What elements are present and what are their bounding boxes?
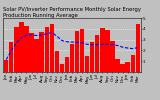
Bar (95, 35, 100, 72)
Bar (34, 38, 39, 72)
Bar (80, 29, 84, 72)
Bar (131, 55, 135, 72)
Bar (60, 64, 64, 72)
Bar (85, 56, 89, 72)
Bar (44, 27, 49, 72)
Bar (105, 30, 110, 72)
Bar (90, 42, 94, 72)
Bar (40, 32, 44, 72)
Bar (29, 33, 34, 72)
Bar (14, 27, 19, 72)
Bar (65, 57, 69, 72)
Bar (75, 31, 79, 72)
Text: Solar PV/Inverter Performance Monthly Solar Energy Production Running Average: Solar PV/Inverter Performance Monthly So… (3, 7, 141, 18)
Bar (24, 26, 29, 72)
Bar (125, 62, 130, 72)
Bar (110, 41, 115, 72)
Bar (4, 60, 8, 72)
Bar (9, 42, 13, 72)
Bar (50, 24, 54, 72)
Bar (19, 22, 24, 72)
Bar (100, 28, 104, 72)
Bar (70, 44, 74, 72)
Bar (55, 51, 59, 72)
Bar (115, 58, 120, 72)
Bar (120, 64, 125, 72)
Bar (136, 24, 140, 72)
